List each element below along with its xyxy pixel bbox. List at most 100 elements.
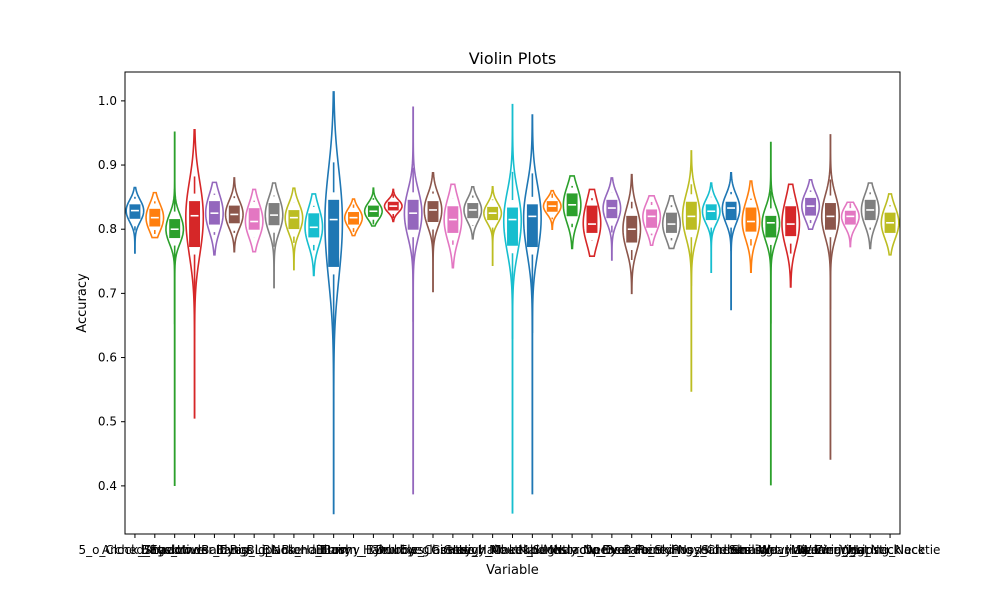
violin-body: [165, 131, 185, 487]
violin-big-nose: [264, 182, 284, 289]
violin-body: [701, 182, 721, 273]
violin-sideburns: [721, 171, 741, 311]
x-tick-label: Sideburns: [701, 543, 761, 557]
violin-body: [741, 180, 761, 273]
y-tick-label: 0.8: [98, 222, 117, 236]
x-tick-label: Arched_Eyebrows: [102, 543, 208, 557]
violin-iqr-box: [666, 212, 677, 233]
violin-body: [721, 171, 741, 311]
violin-bags-under-eyes: [185, 128, 205, 419]
x-tick-label: Male: [518, 543, 546, 557]
violin-body: [403, 106, 423, 495]
x-tick-label: Pale_Skin: [623, 543, 679, 557]
x-tick-label: Smiling: [729, 543, 774, 557]
violin-iqr-box: [507, 207, 518, 246]
x-tick-label: Wearing_Earrings: [758, 543, 863, 557]
violin-wavy-hair: [781, 183, 801, 288]
violin-body: [562, 175, 582, 250]
violin-iqr-box: [308, 213, 320, 238]
x-tick-label: Chubby: [370, 543, 416, 557]
violin-iqr-box: [765, 215, 777, 238]
violin-wearing-earrings: [801, 179, 821, 231]
violin-oval-face: [622, 173, 642, 295]
violin-body: [860, 182, 880, 250]
violin-body: [542, 189, 562, 231]
violin-iqr-box: [129, 204, 141, 219]
violin-wearing-necktie: [880, 193, 900, 256]
violin-male: [522, 114, 542, 495]
violin-chubby: [383, 188, 403, 223]
violin-narrow-eyes: [582, 188, 602, 257]
x-tick-label: Bangs: [216, 543, 253, 557]
violin-high-cheekbones: [502, 103, 523, 514]
violin-iqr-box: [526, 204, 538, 248]
violin-body: [681, 150, 701, 392]
x-tick-label: 5_o_Clock_Shadow: [78, 543, 191, 557]
x-tick-label: Black_Hair: [262, 543, 325, 557]
violin-body: [820, 134, 840, 460]
x-tick-label: Blond_Hair: [281, 543, 346, 557]
x-tick-label: High_Cheekbones: [459, 543, 566, 557]
violin-body: [483, 186, 503, 266]
violin-body: [343, 198, 364, 237]
violin-body: [304, 193, 324, 277]
x-tick-label: Gray_Hair: [443, 543, 502, 557]
violin-body: [661, 195, 682, 250]
x-tick-label: Pointy_Nose: [635, 543, 708, 557]
x-tick-label: Wearing_Necklace: [815, 543, 925, 557]
violin-wearing-hat: [820, 134, 840, 460]
violin-body: [264, 182, 284, 289]
violin-goatee: [443, 183, 463, 269]
violin-iqr-box: [646, 209, 658, 228]
y-tick-label: 0.6: [98, 351, 117, 365]
y-tick-label: 1.0: [98, 94, 117, 108]
x-tick-label: Straight_Hair: [732, 543, 811, 557]
y-tick-label: 0.5: [98, 415, 117, 429]
x-tick-label: Big_Lips: [230, 543, 279, 557]
violin-big-lips: [244, 188, 264, 253]
violin-eyeglasses: [423, 171, 443, 293]
x-tick-label: Bags_Under_Eyes: [141, 543, 247, 557]
violin-iqr-box: [705, 204, 717, 221]
y-tick-label: 0.7: [98, 286, 117, 300]
violin-double-chin: [403, 106, 423, 495]
violin-iqr-box: [268, 203, 280, 226]
x-tick-label: Bald: [201, 543, 228, 557]
violin-iqr-box: [189, 201, 201, 248]
violin-body: [443, 183, 463, 269]
violin-attractive: [165, 131, 185, 487]
violin-body: [840, 201, 860, 248]
x-axis: 5_o_Clock_ShadowArched_EyebrowsAttractiv…: [78, 534, 940, 557]
violin-body: [761, 141, 781, 486]
violin-body: [463, 186, 483, 240]
violin-body: [582, 188, 602, 257]
y-tick-label: 0.9: [98, 158, 117, 172]
x-tick-label: Mustache: [543, 543, 601, 557]
violin-iqr-box: [427, 201, 439, 223]
violin-pointy-nose: [661, 195, 682, 250]
chart-title: Violin Plots: [469, 49, 556, 68]
violin-receding-hairline: [681, 150, 701, 392]
x-tick-label: Rosy_Cheeks: [672, 543, 750, 557]
violin-body: [880, 193, 900, 256]
violin-body: [125, 186, 145, 254]
violin-body: [363, 187, 383, 227]
violin-iqr-box: [288, 210, 300, 230]
violin-blurry: [324, 91, 344, 515]
violin-body: [324, 91, 344, 515]
x-tick-label: Receding_Hairline: [638, 543, 746, 557]
violin-body: [145, 191, 165, 239]
violin-pale-skin: [642, 195, 662, 247]
violin-bald: [204, 181, 224, 256]
violin-heavy-makeup: [483, 186, 503, 266]
violin-black-hair: [284, 187, 304, 271]
violin-group: [125, 91, 900, 515]
violin-bangs: [224, 177, 244, 253]
violin-iqr-box: [586, 205, 598, 233]
violin-body: [642, 195, 662, 247]
x-tick-label: Wavy_Hair: [759, 543, 822, 557]
violin-body: [224, 177, 244, 253]
violin-body: [801, 179, 821, 231]
x-tick-label: Eyeglasses: [400, 543, 467, 557]
